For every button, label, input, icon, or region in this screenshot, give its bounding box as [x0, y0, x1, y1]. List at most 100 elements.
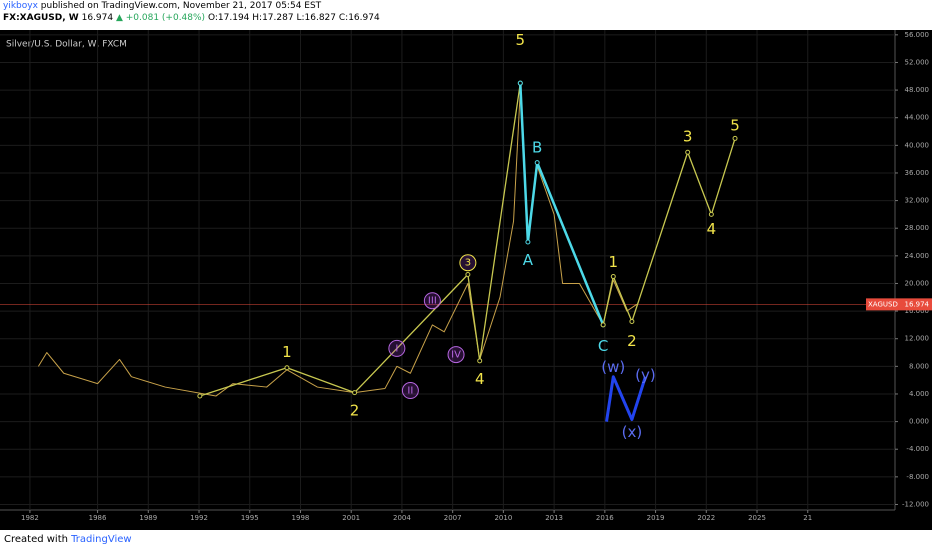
- y-tick-label: 12.000: [905, 335, 930, 343]
- wave-label: 2: [350, 402, 360, 420]
- last-price-box: [866, 298, 932, 311]
- wave-point: [525, 239, 531, 245]
- wave-label: 1: [282, 343, 292, 361]
- y-tick-label: 16.000: [905, 307, 930, 315]
- y-tick-label: 40.000: [905, 141, 930, 149]
- wave-point: [477, 358, 483, 364]
- x-tick-label: 1982: [21, 514, 39, 522]
- label-circle: [459, 254, 477, 272]
- wave-label: (w): [601, 358, 625, 376]
- series-line: [37, 89, 638, 397]
- wave-point: [465, 271, 471, 277]
- wave-label: B: [532, 139, 542, 157]
- y-tick-label: -8.000: [906, 473, 929, 481]
- y-tick-label: 4.000: [909, 390, 929, 398]
- x-tick-label: 2001: [342, 514, 360, 522]
- wave-point: [352, 390, 358, 396]
- last: 16.974: [81, 13, 114, 23]
- wave-point: [534, 160, 540, 166]
- wave-label: 3: [683, 128, 693, 146]
- last-price-name: XAGUSD: [868, 300, 898, 308]
- wave-label: I: [395, 343, 398, 354]
- user[interactable]: yikboyx: [3, 1, 38, 11]
- y-tick-label: 0.000: [909, 418, 929, 426]
- high: H:17.287: [252, 13, 294, 23]
- wave-point: [197, 393, 203, 399]
- x-tick-label: 1995: [241, 514, 259, 522]
- x-tick-label: 2022: [697, 514, 715, 522]
- change: ▲ +0.081 (+0.48%): [115, 13, 206, 23]
- wave-label: III: [428, 296, 437, 307]
- header: yikboyx published on TradingView.com, No…: [0, 0, 932, 30]
- wave-point: [708, 211, 714, 217]
- label-circle: [388, 339, 406, 357]
- wave-label: (y): [635, 366, 656, 384]
- chart-title: Silver/U.S. Dollar, W, FXCM: [6, 40, 127, 50]
- wave-point: [629, 318, 635, 324]
- y-tick-label: 20.000: [905, 279, 930, 287]
- y-tick-label: -4.000: [906, 445, 929, 453]
- label-circle: [447, 346, 465, 364]
- wave-label: 2: [627, 332, 637, 350]
- y-tick-label: 44.000: [905, 114, 930, 122]
- wave-label: 4: [707, 220, 717, 238]
- x-tick-label: 1998: [292, 514, 310, 522]
- wave-label: 4: [475, 370, 485, 388]
- x-tick-label: 1986: [89, 514, 107, 522]
- y-tick-label: 36.000: [905, 169, 930, 177]
- x-tick-label: 2016: [596, 514, 614, 522]
- x-tick-label: 2007: [444, 514, 462, 522]
- chart: Silver/U.S. Dollar, W, FXCM 56.000 52.000…: [0, 30, 932, 530]
- y-tick-label: 56.000: [905, 31, 930, 39]
- symbol: FX:XAGUSD, W: [3, 13, 79, 23]
- low: L:16.827: [296, 13, 336, 23]
- close: C:16.974: [338, 13, 380, 23]
- label-circle: [401, 382, 419, 400]
- y-tick-label: 28.000: [905, 224, 930, 232]
- wave-label: 5: [516, 31, 526, 49]
- footer: Created with TradingView: [0, 530, 932, 550]
- label-circle: [423, 292, 441, 310]
- created: Created with: [4, 534, 68, 545]
- x-tick-label: 2019: [647, 514, 665, 522]
- wave-point: [600, 322, 606, 328]
- x-tick-label: 2025: [748, 514, 766, 522]
- series-line: [519, 83, 605, 326]
- wave-label: 3: [465, 258, 471, 269]
- wave-point: [685, 149, 691, 155]
- x-tick-label: 2013: [545, 514, 563, 522]
- y-tick-label: -12.000: [902, 500, 929, 508]
- wave-label: A: [523, 251, 534, 269]
- wave-label: 1: [609, 253, 619, 271]
- last-price-value: 16.974: [905, 300, 930, 308]
- open: O:17.194: [207, 13, 250, 23]
- y-tick-label: 8.000: [909, 362, 929, 370]
- x-tick-label: 1989: [139, 514, 157, 522]
- y-tick-label: 24.000: [905, 252, 930, 260]
- wave-point: [732, 135, 738, 141]
- wave-label: (x): [622, 423, 643, 441]
- x-tick-label: 1992: [190, 514, 208, 522]
- x-tick-label: 2004: [393, 514, 411, 522]
- wave-point: [284, 365, 290, 371]
- x-tick-label: 2010: [494, 514, 512, 522]
- series-line: [605, 375, 647, 422]
- wave-label: II: [407, 386, 413, 397]
- series-line: [602, 138, 736, 326]
- wave-label: C: [598, 337, 608, 355]
- publish-row: yikboyx published on TradingView.com, No…: [0, 0, 932, 12]
- wave-label: 5: [730, 117, 740, 135]
- wave-label: IV: [451, 350, 461, 361]
- y-tick-label: 48.000: [905, 86, 930, 94]
- x-tick-label: 21: [803, 514, 812, 522]
- wave-point: [610, 274, 616, 280]
- series-line: [199, 83, 521, 397]
- published: published on TradingView.com, November 2…: [40, 1, 322, 11]
- wave-point: [517, 80, 523, 86]
- y-tick-label: 52.000: [905, 58, 930, 66]
- background: [0, 30, 932, 530]
- symbol-row: FX:XAGUSD, W 16.974 ▲ +0.081 (+0.48%) O:…: [0, 12, 932, 24]
- y-tick-label: 32.000: [905, 197, 930, 205]
- brand[interactable]: TradingView: [71, 534, 132, 545]
